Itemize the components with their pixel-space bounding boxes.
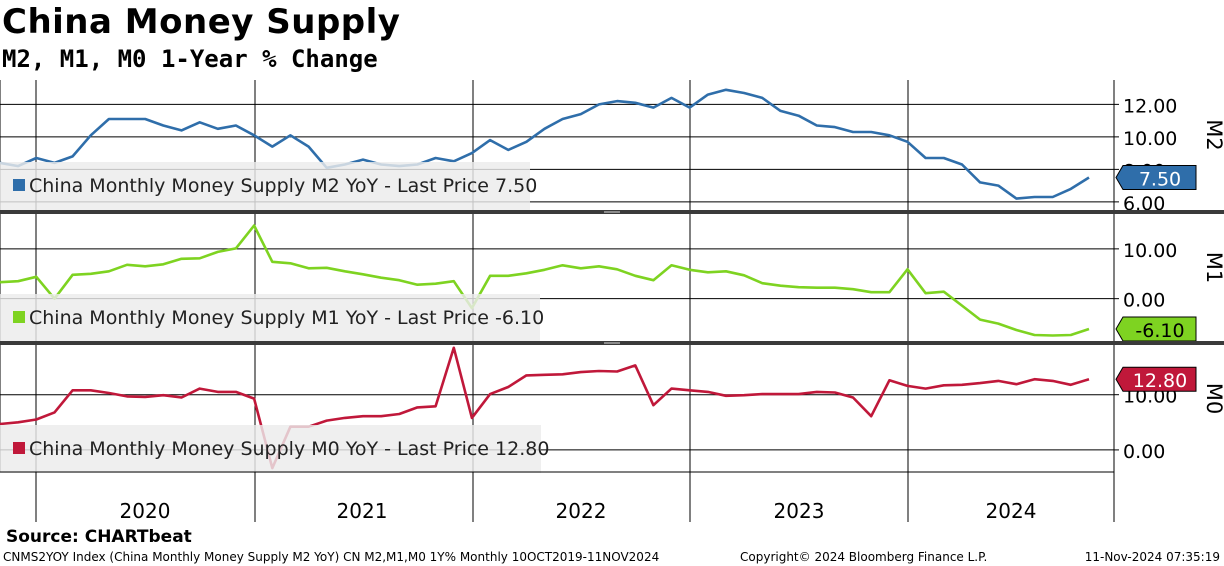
m1-legend: China Monthly Money Supply M1 YoY - Last… [0,294,544,342]
m1-tick-label: 10.00 [1123,240,1177,262]
m2-axis-label: M2 [1202,119,1224,150]
m2-legend-text: China Monthly Money Supply M2 YoY - Last… [29,175,537,197]
m0-series-line [0,346,1090,470]
m0-tick-label: 0.00 [1123,441,1165,463]
m1-legend-box [0,294,540,342]
m2-series-line [0,88,1090,200]
m1-legend-text: China Monthly Money Supply M1 YoY - Last… [29,307,544,329]
x-tick-label: 2024 [986,499,1037,523]
m0-legend-text: China Monthly Money Supply M0 YoY - Last… [29,438,549,460]
m2-tick-label: 10.00 [1123,128,1177,150]
m0-last-price-tag [1115,366,1197,392]
m1-axis-label: M1 [1202,252,1224,283]
footer-copyright: Copyright© 2024 Bloomberg Finance L.P. [740,550,988,564]
x-tick-label: 2021 [337,499,388,523]
footer-timestamp: 11-Nov-2024 07:35:19 [1084,550,1220,564]
m0-legend: China Monthly Money Supply M0 YoY - Last… [0,425,549,473]
x-tick-label: 2023 [774,499,825,523]
m1-tick-label: 0.00 [1123,290,1165,312]
x-tick-label: 2020 [120,499,171,523]
m2-legend-box [0,162,530,210]
m0-axis-label: M0 [1202,383,1224,414]
source-label: Source: CHARTbeat [6,527,192,547]
m1-series-line [0,224,1090,337]
m2-tick-label: 12.00 [1123,95,1177,117]
m0-last-price-label: 12.80 [1133,370,1187,392]
m2-last-price-tag [1115,165,1197,190]
m1-last-price-label: -6.10 [1135,320,1184,342]
chart-subtitle: M2, M1, M0 1-Year % Change [2,45,378,73]
m2-last-price-label: 7.50 [1139,169,1181,191]
x-tick-label: 2022 [556,499,607,523]
m0-legend-box [0,425,541,473]
m0-legend-swatch [13,442,25,454]
m1-last-price-tag [1115,316,1197,342]
m2-legend: China Monthly Money Supply M2 YoY - Last… [0,162,537,210]
m2-tick-label: 6.00 [1123,193,1165,215]
chart-title: China Money Supply [2,2,401,42]
m2-legend-swatch [13,179,25,191]
m1-legend-swatch [13,311,25,323]
footer-ticker-info: CNMS2YOY Index (China Monthly Money Supp… [3,550,660,564]
